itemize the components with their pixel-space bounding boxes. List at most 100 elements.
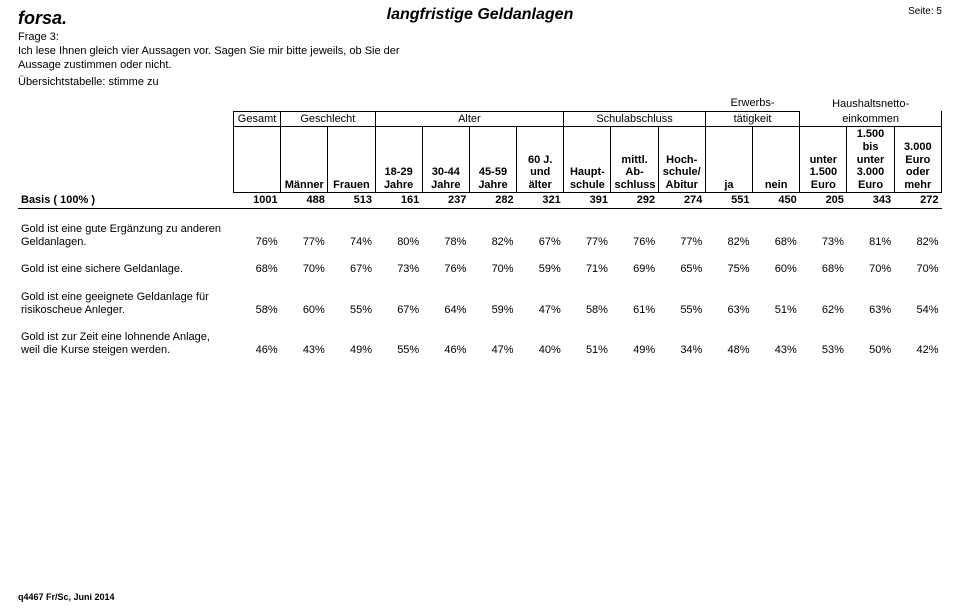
table-row: Gold ist zur Zeit eine lohnende Anlage, … (18, 317, 942, 357)
row-label: Gold ist eine geeignete Geldanlage für r… (18, 277, 233, 317)
table-row: Gold ist eine geeignete Geldanlage für r… (18, 277, 942, 317)
col-group-schulabschluss: Schulabschluss (564, 111, 706, 127)
cell: 58% (233, 277, 280, 317)
cell: 76% (611, 209, 658, 250)
row-label: Gold ist eine gute Ergänzung zu anderen … (18, 209, 233, 250)
basis-label: Basis ( 100% ) (18, 193, 233, 209)
cell: 68% (800, 249, 847, 277)
cell: 82% (894, 209, 941, 250)
basis-val: 1001 (233, 193, 280, 209)
basis-val: 321 (517, 193, 564, 209)
crosstab-table: Erwerbs- Haushaltsnetto- Gesamt Geschlec… (18, 96, 942, 358)
col-group-alter: Alter (375, 111, 564, 127)
page-number: Seite: 5 (908, 6, 942, 17)
cell: 70% (281, 249, 328, 277)
cell: 76% (233, 209, 280, 250)
footer: q4467 Fr/Sc, Juni 2014 (18, 592, 115, 602)
cell: 73% (375, 249, 422, 277)
question-label: Frage 3: (18, 31, 942, 45)
cell: 75% (705, 249, 752, 277)
col-30-44: 30-44 Jahre (422, 127, 469, 193)
table-row: Gold ist eine sichere Geldanlage. 68% 70… (18, 249, 942, 277)
cell: 63% (705, 277, 752, 317)
cell: 62% (800, 277, 847, 317)
cell: 74% (328, 209, 375, 250)
col-unter-1500: unter 1.500 Euro (800, 127, 847, 193)
cell: 55% (658, 277, 705, 317)
cell: 67% (375, 277, 422, 317)
basis-val: 274 (658, 193, 705, 209)
cell: 68% (233, 249, 280, 277)
cell: 80% (375, 209, 422, 250)
question-line1: Ich lese Ihnen gleich vier Aussagen vor.… (18, 45, 942, 59)
cell: 53% (800, 317, 847, 357)
question-line2: Aussage zustimmen oder nicht. (18, 59, 942, 73)
cell: 76% (422, 249, 469, 277)
cell: 70% (894, 249, 941, 277)
cell: 58% (564, 277, 611, 317)
basis-val: 282 (469, 193, 516, 209)
col-group-haushalt-2: einkommen (800, 111, 942, 127)
col-60plus: 60 J. und älter (517, 127, 564, 193)
cell: 60% (753, 249, 800, 277)
cell: 61% (611, 277, 658, 317)
basis-val: 450 (753, 193, 800, 209)
basis-val: 391 (564, 193, 611, 209)
cell: 47% (517, 277, 564, 317)
col-frauen: Frauen (328, 127, 375, 193)
col-mittl-abschluss: mittl. Ab- schluss (611, 127, 658, 193)
basis-val: 237 (422, 193, 469, 209)
col-maenner: Männer (281, 127, 328, 193)
cell: 49% (328, 317, 375, 357)
cell: 63% (847, 277, 894, 317)
col-group-erwerb-1: Erwerbs- (705, 96, 799, 111)
cell: 59% (517, 249, 564, 277)
cell: 40% (517, 317, 564, 357)
cell: 42% (894, 317, 941, 357)
basis-val: 343 (847, 193, 894, 209)
cell: 64% (422, 277, 469, 317)
cell: 50% (847, 317, 894, 357)
cell: 55% (375, 317, 422, 357)
col-group-erwerb-2: tätigkeit (705, 111, 799, 127)
cell: 34% (658, 317, 705, 357)
basis-val: 488 (281, 193, 328, 209)
row-label: Gold ist eine sichere Geldanlage. (18, 249, 233, 277)
cell: 51% (753, 277, 800, 317)
basis-val: 292 (611, 193, 658, 209)
col-1500-3000: 1.500 bis unter 3.000 Euro (847, 127, 894, 193)
cell: 54% (894, 277, 941, 317)
col-group-geschlecht: Geschlecht (281, 111, 375, 127)
cell: 77% (281, 209, 328, 250)
cell: 67% (328, 249, 375, 277)
cell: 82% (469, 209, 516, 250)
cell: 49% (611, 317, 658, 357)
cell: 73% (800, 209, 847, 250)
cell: 81% (847, 209, 894, 250)
cell: 78% (422, 209, 469, 250)
col-ja: ja (705, 127, 752, 193)
col-18-29: 18-29 Jahre (375, 127, 422, 193)
row-label: Gold ist zur Zeit eine lohnende Anlage, … (18, 317, 233, 357)
cell: 69% (611, 249, 658, 277)
col-group-haushalt-1: Haushaltsnetto- (800, 96, 942, 111)
col-45-59: 45-59 Jahre (469, 127, 516, 193)
cell: 71% (564, 249, 611, 277)
cell: 59% (469, 277, 516, 317)
cell: 70% (469, 249, 516, 277)
cell: 43% (753, 317, 800, 357)
col-hochschule: Hoch- schule/ Abitur (658, 127, 705, 193)
cell: 77% (658, 209, 705, 250)
cell: 77% (564, 209, 611, 250)
cell: 47% (469, 317, 516, 357)
page-title: langfristige Geldanlagen (0, 6, 960, 24)
basis-val: 161 (375, 193, 422, 209)
cell: 51% (564, 317, 611, 357)
table-row: Gold ist eine gute Ergänzung zu anderen … (18, 209, 942, 250)
basis-val: 551 (705, 193, 752, 209)
cell: 46% (233, 317, 280, 357)
col-nein: nein (753, 127, 800, 193)
basis-val: 205 (800, 193, 847, 209)
cell: 70% (847, 249, 894, 277)
cell: 65% (658, 249, 705, 277)
